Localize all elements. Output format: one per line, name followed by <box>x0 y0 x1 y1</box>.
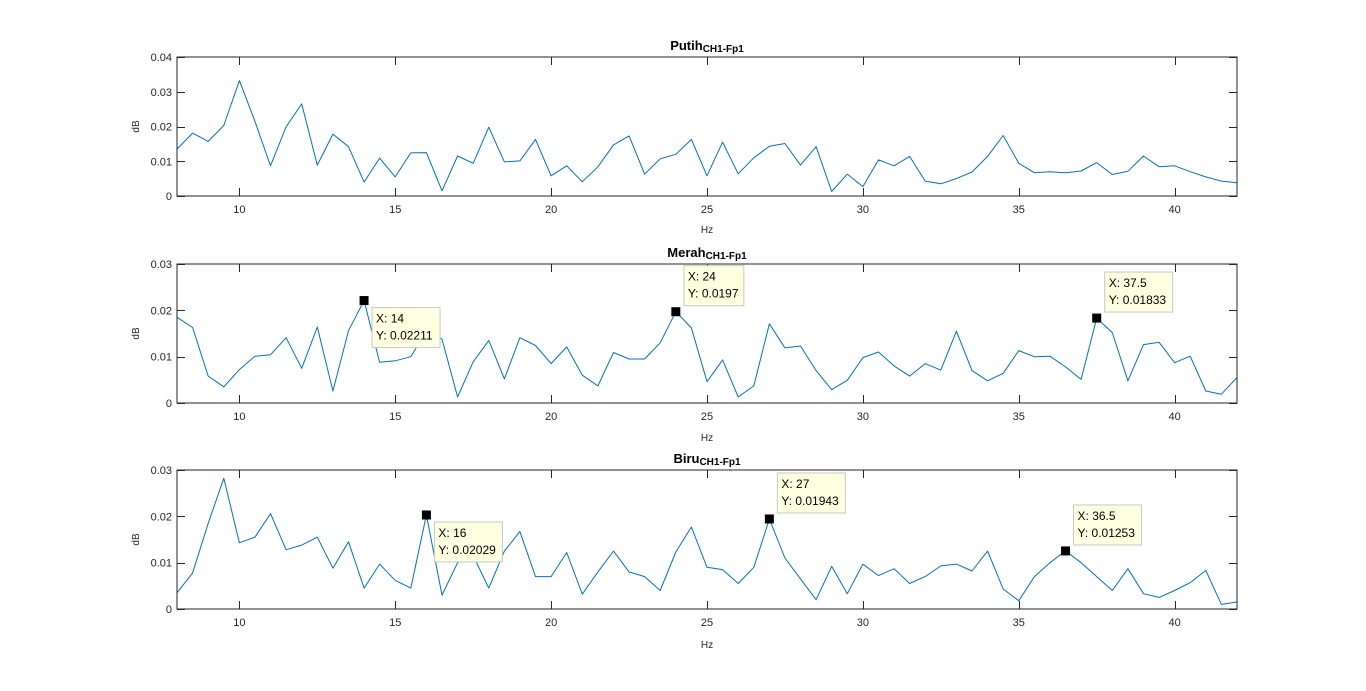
data-tips: X: 14 Y: 0.02211 X: 24 Y: 0.0197 X: 37.5 Y: 0… <box>359 265 1174 349</box>
title-main: Putih <box>670 38 703 53</box>
x-tick-label: 15 <box>389 617 401 629</box>
series-line <box>176 80 1238 192</box>
x-tick-label: 10 <box>233 617 245 629</box>
plot-marks <box>176 300 1238 398</box>
y-tick-label: 0.04 <box>151 52 172 64</box>
datatip-box <box>433 521 503 563</box>
y-tick-label: 0 <box>166 604 172 616</box>
y-tick-label: 0.03 <box>151 87 172 99</box>
y-tick-label: 0 <box>166 398 172 410</box>
datatip-x-text: X: 36.5 <box>1078 509 1116 523</box>
x-axis-label: Hz <box>701 225 713 236</box>
x-tick-label: 30 <box>857 411 869 423</box>
datatip[interactable]: X: 16 Y: 0.02029 <box>421 510 503 563</box>
datatip-y-text: Y: 0.02029 <box>438 543 496 557</box>
x-tick-label: 15 <box>389 411 401 423</box>
datatip-x-text: X: 27 <box>781 477 809 491</box>
y-axis-ticks: 0 0.01 0.02 0.03 <box>151 259 1237 410</box>
datatip[interactable]: X: 24 Y: 0.0197 <box>671 265 745 317</box>
y-tick-label: 0.01 <box>151 156 172 168</box>
x-tick-label: 10 <box>233 204 245 216</box>
y-axis-label: dB <box>131 533 142 546</box>
x-tick-label: 40 <box>1169 411 1181 423</box>
datatip[interactable]: X: 14 Y: 0.02211 <box>359 296 441 349</box>
datatip-x-text: X: 16 <box>438 526 466 540</box>
title-sub: CH1-Fp1 <box>706 251 748 262</box>
datatip[interactable]: X: 27 Y: 0.01943 <box>764 472 846 524</box>
datatip[interactable]: X: 37.5 Y: 0.01833 <box>1092 271 1174 323</box>
plot-marks <box>176 477 1238 605</box>
datatip-marker[interactable] <box>421 510 431 520</box>
chart-title: PutihCH1-Fp1 <box>670 38 744 55</box>
x-tick-label: 40 <box>1169 617 1181 629</box>
y-axis-ticks: 0 0.01 0.02 0.03 <box>151 465 1237 616</box>
datatip-marker[interactable] <box>1092 313 1102 323</box>
subplot-merah[interactable]: MerahCH1-Fp1 10 15 20 25 30 35 40 0 0.01 0.02 0.0… <box>131 245 1238 444</box>
datatip-marker[interactable] <box>764 514 774 524</box>
x-axis-label: Hz <box>701 640 713 651</box>
x-tick-label: 20 <box>545 617 557 629</box>
subplot-biru[interactable]: BiruCH1-Fp1 10 15 20 25 30 35 40 0 0.01 0.02 0.03… <box>131 451 1238 651</box>
datatip-box <box>1104 271 1174 313</box>
datatip-y-text: Y: 0.01943 <box>781 494 839 508</box>
title-sub: CH1-Fp1 <box>703 44 745 55</box>
x-axis-label: Hz <box>701 433 713 444</box>
datatip-marker[interactable] <box>1061 546 1071 556</box>
y-tick-label: 0.03 <box>151 259 172 271</box>
x-axis-ticks: 10 15 20 25 30 35 40 <box>233 470 1181 629</box>
x-tick-label: 15 <box>389 204 401 216</box>
x-tick-label: 35 <box>1013 204 1025 216</box>
datatip-box <box>1073 504 1143 546</box>
datatip-box <box>683 265 745 307</box>
series-line <box>176 477 1238 605</box>
datatip-box <box>371 307 441 349</box>
datatip-x-text: X: 37.5 <box>1109 276 1147 290</box>
x-tick-label: 10 <box>233 411 245 423</box>
subplot-putih[interactable]: PutihCH1-Fp1 10 15 20 25 30 35 40 0 0.01 0.02 0.0… <box>131 38 1238 236</box>
x-tick-label: 25 <box>701 617 713 629</box>
x-tick-label: 25 <box>701 411 713 423</box>
datatip-y-text: Y: 0.0197 <box>688 287 739 301</box>
x-tick-label: 40 <box>1169 204 1181 216</box>
plot-marks <box>176 80 1238 192</box>
y-axis-label: dB <box>131 327 142 340</box>
datatip[interactable]: X: 36.5 Y: 0.01253 <box>1061 504 1143 556</box>
x-tick-label: 30 <box>857 617 869 629</box>
x-axis-ticks: 10 15 20 25 30 35 40 <box>233 57 1181 216</box>
x-tick-label: 30 <box>857 204 869 216</box>
chart-title: MerahCH1-Fp1 <box>667 245 747 262</box>
x-tick-label: 20 <box>545 411 557 423</box>
x-tick-label: 25 <box>701 204 713 216</box>
x-tick-label: 35 <box>1013 411 1025 423</box>
datatip-y-text: Y: 0.01833 <box>1109 293 1167 307</box>
data-tips: X: 16 Y: 0.02029 X: 27 Y: 0.01943 X: 36.5 Y: … <box>421 472 1143 563</box>
y-tick-label: 0.01 <box>151 352 172 364</box>
datatip-x-text: X: 14 <box>376 312 404 326</box>
y-axis-ticks: 0 0.01 0.02 0.03 0.04 <box>151 52 1237 203</box>
datatip-marker[interactable] <box>671 307 681 317</box>
y-tick-label: 0.03 <box>151 465 172 477</box>
x-tick-label: 35 <box>1013 617 1025 629</box>
datatip-box <box>776 472 846 514</box>
chart-title: BiruCH1-Fp1 <box>673 451 741 468</box>
datatip-marker[interactable] <box>359 296 369 306</box>
y-tick-label: 0.02 <box>151 305 172 317</box>
title-sub: CH1-Fp1 <box>699 457 741 468</box>
y-axis-label: dB <box>131 120 142 133</box>
y-tick-label: 0.01 <box>151 558 172 570</box>
y-tick-label: 0.02 <box>151 122 172 134</box>
title-main: Merah <box>667 245 705 260</box>
title-main: Biru <box>673 451 699 466</box>
y-tick-label: 0.02 <box>151 511 172 523</box>
datatip-y-text: Y: 0.02211 <box>376 329 433 343</box>
y-tick-label: 0 <box>166 191 172 203</box>
series-line <box>176 300 1238 398</box>
x-tick-label: 20 <box>545 204 557 216</box>
datatip-y-text: Y: 0.01253 <box>1078 526 1136 540</box>
datatip-x-text: X: 24 <box>688 270 716 284</box>
